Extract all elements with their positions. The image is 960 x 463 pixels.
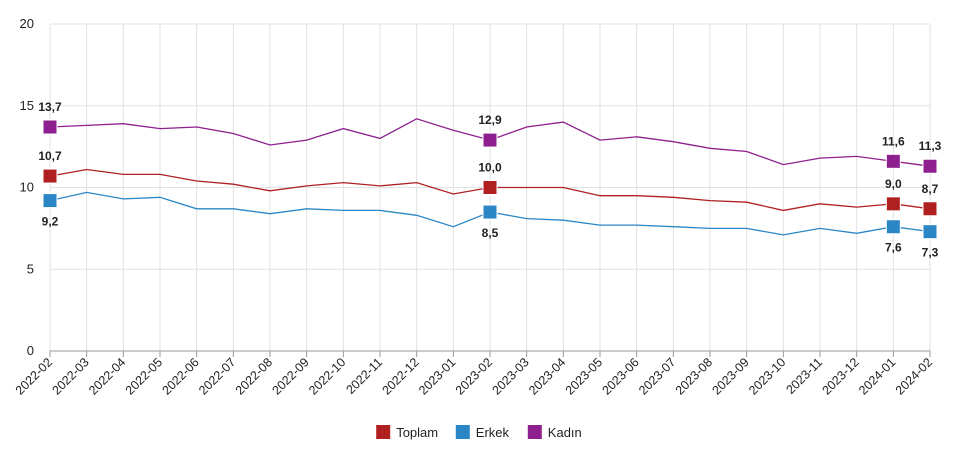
x-tick-label: 2023-01 — [416, 355, 458, 397]
x-tick-label: 2023-08 — [673, 355, 715, 397]
data-label: 10,7 — [38, 149, 62, 163]
x-tick-label: 2023-06 — [599, 355, 641, 397]
legend-label: Erkek — [476, 425, 510, 440]
legend-swatch — [455, 425, 470, 439]
data-label: 12,9 — [478, 113, 502, 127]
data-labels: 10,7 10,0 9,0 8,7 9,2 8,5 7,6 7,3 13,7 12,9 11,6 11… — [38, 100, 941, 260]
x-tick-label: 2022-11 — [343, 355, 385, 397]
data-point-marker[interactable] — [482, 204, 498, 220]
data-point-marker[interactable] — [482, 180, 498, 195]
x-tick-label: 2023-03 — [489, 355, 531, 397]
data-label: 9,2 — [42, 215, 59, 229]
data-point-marker[interactable] — [885, 153, 901, 169]
data-label: 7,3 — [922, 246, 939, 260]
data-label: 10,0 — [478, 161, 502, 175]
y-tick-label: 10 — [20, 180, 34, 195]
x-tick-label: 2023-04 — [526, 355, 568, 397]
y-tick-label: 5 — [27, 261, 34, 276]
x-tick-label: 2024-02 — [893, 355, 935, 397]
data-label: 9,0 — [885, 177, 902, 191]
data-point-marker[interactable] — [922, 201, 938, 217]
data-label: 8,5 — [482, 226, 499, 240]
data-point-marker[interactable] — [42, 168, 58, 184]
data-label: 11,3 — [919, 139, 942, 153]
x-tick-label: 2022-02 — [13, 355, 55, 397]
x-tick-label: 2022-03 — [49, 355, 91, 397]
legend-item-kadın[interactable]: Kadın — [527, 425, 582, 440]
data-label: 11,6 — [882, 134, 905, 148]
x-tick-label: 2022-09 — [269, 355, 311, 397]
data-point-marker[interactable] — [922, 224, 938, 240]
x-tick-label: 2022-06 — [159, 355, 201, 397]
x-tick-label: 2023-02 — [453, 355, 495, 397]
legend-item-toplam[interactable]: Toplam — [376, 425, 438, 440]
legend-label: Kadın — [548, 425, 582, 440]
x-tick-label: 2022-08 — [233, 355, 275, 397]
legend-label: Toplam — [396, 425, 438, 440]
x-tick-label: 2023-12 — [819, 355, 861, 397]
x-tick-label: 2023-10 — [746, 355, 788, 397]
series — [42, 118, 938, 240]
legend-swatch — [527, 425, 542, 439]
axes: 051015202022-022022-032022-042022-052022… — [13, 16, 935, 398]
data-point-marker[interactable] — [42, 119, 58, 135]
x-tick-label: 2023-07 — [636, 355, 678, 397]
y-tick-label: 0 — [27, 343, 34, 358]
x-tick-label: 2024-01 — [856, 355, 898, 397]
data-point-marker[interactable] — [42, 193, 58, 209]
x-tick-label: 2023-09 — [709, 355, 751, 397]
data-point-marker[interactable] — [922, 158, 938, 174]
x-tick-label: 2022-12 — [379, 355, 421, 397]
x-tick-label: 2022-05 — [123, 355, 165, 397]
x-tick-label: 2023-11 — [783, 355, 825, 397]
legend[interactable]: Toplam Erkek Kadın — [376, 425, 582, 440]
data-point-marker[interactable] — [482, 132, 498, 148]
x-tick-label: 2022-10 — [306, 355, 348, 397]
data-label: 13,7 — [38, 100, 62, 114]
data-point-marker[interactable] — [885, 196, 901, 212]
y-tick-label: 20 — [20, 16, 34, 31]
data-label: 8,7 — [922, 182, 939, 196]
data-point-marker[interactable] — [885, 219, 901, 235]
x-tick-label: 2022-04 — [86, 355, 128, 397]
x-tick-label: 2022-07 — [196, 355, 238, 397]
x-tick-label: 2023-05 — [563, 355, 605, 397]
y-tick-label: 15 — [20, 98, 34, 113]
legend-swatch — [376, 425, 391, 439]
data-label: 7,6 — [885, 241, 902, 255]
legend-item-erkek[interactable]: Erkek — [455, 425, 510, 440]
